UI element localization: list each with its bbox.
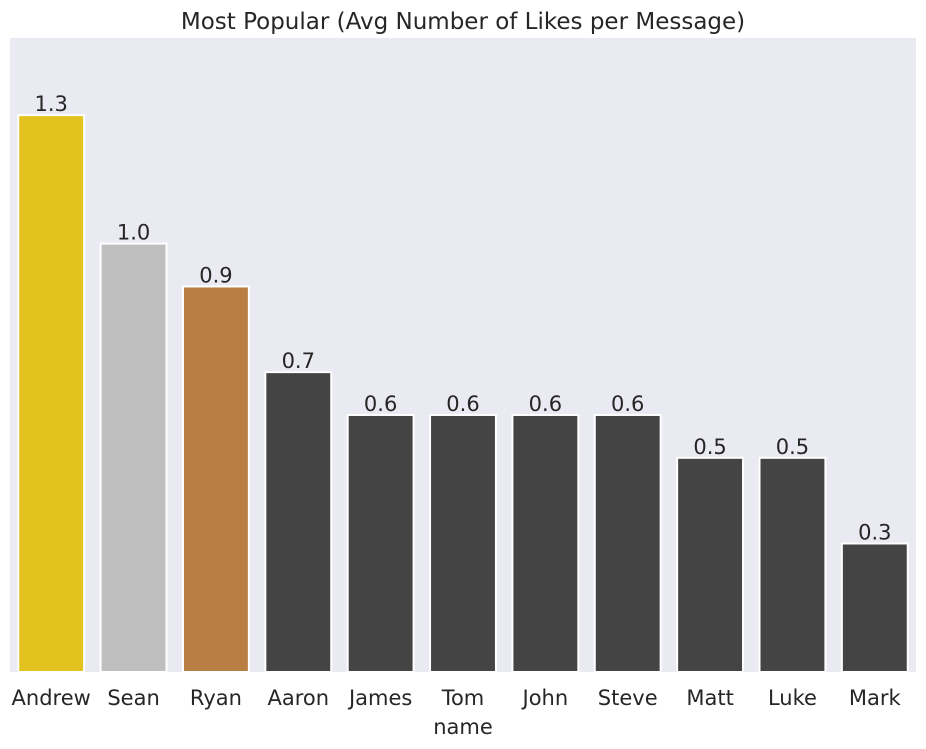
value-labels-layer: 1.3 1.0 0.9 0.7 0.6 0.6 0.6 0.6 0.5 0.5 0.3 [34, 92, 891, 544]
x-tick-label-john: John [521, 686, 569, 710]
x-axis-label: name [433, 715, 493, 739]
x-tick-label-steve: Steve [598, 686, 658, 710]
x-tick-label-tom: Tom [441, 686, 485, 710]
bar-luke [758, 456, 827, 673]
value-label-andrew: 1.3 [34, 92, 67, 116]
bar-james [346, 413, 415, 673]
value-label-sean: 1.0 [117, 221, 150, 245]
x-tick-label-andrew: Andrew [12, 686, 91, 710]
value-label-aaron: 0.7 [282, 349, 315, 373]
x-tick-label-james: James [347, 686, 412, 710]
x-tick-label-sean: Sean [107, 686, 159, 710]
x-tick-label-mark: Mark [849, 686, 902, 710]
value-label-matt: 0.5 [693, 435, 726, 459]
value-label-luke: 0.5 [776, 435, 809, 459]
value-label-james: 0.6 [364, 392, 397, 416]
x-tick-label-luke: Luke [768, 686, 817, 710]
bar-matt [676, 456, 745, 673]
x-tick-label-matt: Matt [686, 686, 733, 710]
bar-ryan [181, 285, 250, 673]
value-label-mark: 0.3 [858, 520, 891, 544]
x-tick-labels: Andrew Sean Ryan Aaron James Tom John Steve Matt… [12, 686, 902, 710]
bar-tom [429, 413, 497, 673]
bar-andrew [17, 114, 86, 674]
value-label-john: 0.6 [529, 392, 562, 416]
bar-aaron [264, 371, 333, 673]
bars-layer [17, 114, 909, 674]
value-label-tom: 0.6 [446, 392, 479, 416]
bar-sean [99, 242, 168, 673]
value-label-steve: 0.6 [611, 392, 644, 416]
x-tick-label-aaron: Aaron [267, 686, 329, 710]
value-label-ryan: 0.9 [199, 263, 232, 287]
bar-steve [593, 413, 662, 673]
bar-mark [840, 542, 909, 673]
bar-john [511, 413, 580, 673]
chart-title: Most Popular (Avg Number of Likes per Me… [181, 9, 745, 35]
x-tick-label-ryan: Ryan [190, 686, 242, 710]
